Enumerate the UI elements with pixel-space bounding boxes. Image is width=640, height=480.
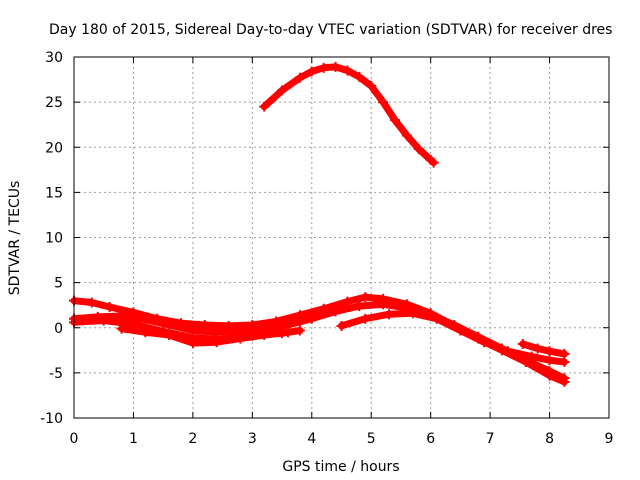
- point-arc-b-20: [544, 366, 555, 377]
- x-tick-label-8: 8: [545, 431, 554, 447]
- point-arc-a-2: [104, 301, 115, 312]
- point-arc-d-4: [211, 337, 222, 348]
- point-arc-e-2: [384, 309, 395, 320]
- y-tick-label-20: 20: [45, 140, 63, 156]
- point-arc-e-6: [479, 337, 490, 348]
- point-arc-e-4: [431, 313, 442, 324]
- x-tick-label-2: 2: [188, 431, 197, 447]
- x-tick-label-4: 4: [307, 431, 316, 447]
- point-arc-e-3: [407, 308, 418, 319]
- y-tick-label-30: 30: [45, 50, 63, 66]
- y-tick-label-15: 15: [45, 185, 63, 201]
- point-arc-high-4: [318, 62, 329, 73]
- series-line-arc-f: [519, 340, 568, 358]
- point-arc-high-14: [428, 157, 439, 168]
- y-axis-label: SDTVAR / TECUs: [7, 181, 23, 296]
- x-axis-label: GPS time / hours: [282, 459, 399, 475]
- point-arc-e-9: [544, 355, 555, 366]
- point-arc-high-10: [390, 115, 400, 126]
- x-tick-label-5: 5: [367, 431, 376, 447]
- point-arc-e-5: [455, 325, 466, 336]
- point-arc-b-3: [140, 314, 151, 325]
- grid-lines: [74, 57, 609, 418]
- x-tick-label-9: 9: [605, 431, 614, 447]
- point-arc-d-5: [235, 333, 246, 344]
- y-tick-label-25: 25: [45, 95, 63, 111]
- point-arc-high-9: [378, 97, 389, 108]
- point-arc-e-1: [360, 313, 371, 324]
- point-arc-d-1: [140, 327, 151, 338]
- point-arc-b-4: [164, 320, 175, 331]
- point-arc-a-13: [360, 292, 371, 303]
- point-arc-f-1: [532, 343, 543, 354]
- y-axis-ticks: -10 -5 0 5 10 15 20 25 30: [40, 50, 609, 427]
- point-arc-b-10: [306, 313, 317, 324]
- point-arc-high-2: [294, 72, 305, 83]
- point-arc-d-2: [164, 329, 175, 340]
- point-arc-high-0: [259, 101, 270, 112]
- y-tick-label-10: 10: [45, 231, 63, 247]
- point-arc-f-0: [517, 338, 528, 349]
- point-arc-b-21: [559, 373, 570, 384]
- point-arc-a-12: [342, 296, 353, 307]
- y-tick-label--10: -10: [40, 411, 63, 427]
- x-tick-label-1: 1: [129, 431, 138, 447]
- point-arc-f-3: [559, 348, 570, 359]
- point-arc-e-8: [526, 351, 537, 362]
- series-arc-d: [116, 323, 293, 349]
- point-arc-high-1: [277, 85, 288, 96]
- point-arc-c-8: [294, 325, 305, 336]
- x-axis-ticks: 0 1 2 3 4 5 6 7 8 9: [70, 57, 614, 447]
- y-tick-label-5: 5: [54, 276, 63, 292]
- point-arc-e-7: [502, 346, 513, 357]
- x-tick-label-7: 7: [486, 431, 495, 447]
- series-arc-f: [517, 338, 570, 359]
- point-arc-b-11: [330, 306, 341, 317]
- point-arc-high-8: [366, 80, 377, 91]
- y-tick-label--5: -5: [49, 366, 63, 382]
- series-arc-e: [336, 308, 570, 368]
- point-arc-e-0: [336, 320, 347, 331]
- x-tick-label-0: 0: [70, 431, 79, 447]
- y-tick-label-0: 0: [54, 321, 63, 337]
- point-arc-high-12: [413, 144, 424, 155]
- point-arc-b-13: [378, 299, 389, 310]
- point-arc-high-5: [330, 61, 341, 72]
- series-arc-high: [259, 61, 439, 168]
- point-arc-d-0: [116, 323, 127, 334]
- point-arc-a-1: [86, 297, 97, 308]
- point-arc-d-6: [259, 329, 270, 340]
- point-arc-d-7: [283, 327, 293, 338]
- point-arc-high-7: [354, 71, 365, 82]
- point-arc-b-12: [354, 301, 365, 312]
- point-arc-f-2: [544, 346, 555, 357]
- x-tick-label-6: 6: [426, 431, 435, 447]
- point-arc-d-3: [187, 338, 198, 349]
- point-arc-c-1: [98, 315, 109, 326]
- point-arc-high-3: [306, 66, 317, 77]
- point-arc-b-6: [211, 327, 222, 338]
- point-arc-high-11: [401, 130, 412, 141]
- point-arc-high-6: [342, 65, 353, 76]
- x-tick-label-3: 3: [248, 431, 257, 447]
- chart-title: Day 180 of 2015, Sidereal Day-to-day VTE…: [49, 22, 612, 38]
